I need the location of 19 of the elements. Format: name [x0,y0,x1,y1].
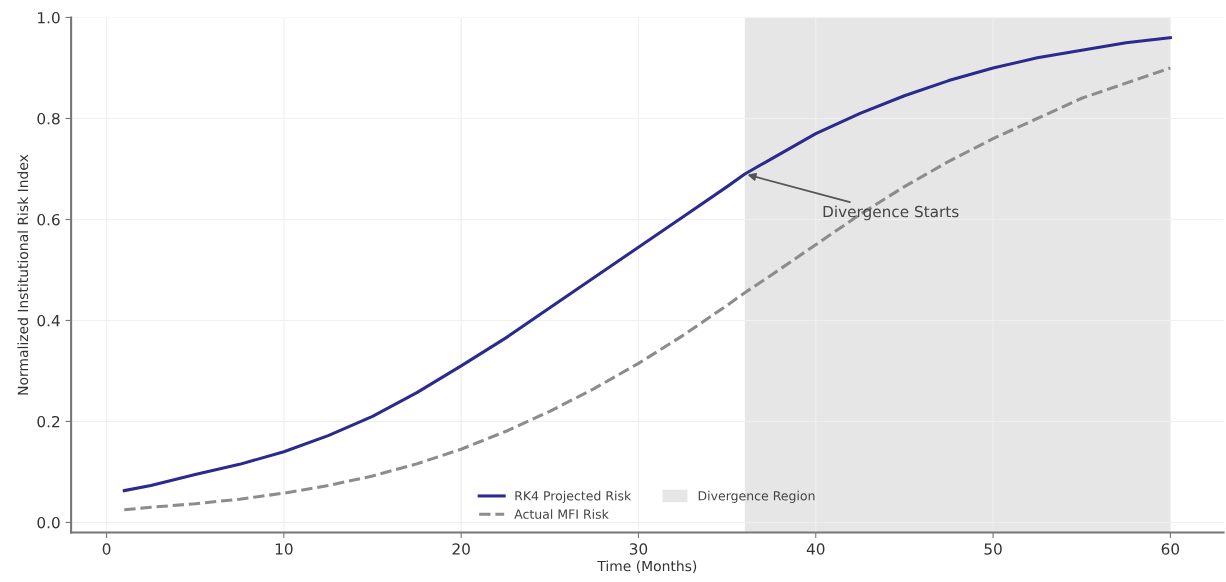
x-tick-label: 60 [1161,543,1180,555]
legend-label: RK4 Projected Risk [515,490,632,503]
x-tick-label: 10 [275,543,293,555]
y-tick-label: 1.0 [38,11,60,24]
band-label: Divergence Region [698,490,815,503]
x-tick-label: 20 [452,543,470,555]
y-tick-label: 0.2 [37,415,60,428]
x-tick-label: 0 [102,543,111,555]
x-tick-label: 30 [629,543,648,555]
x-tick-label: 50 [984,543,1002,555]
x-axis-title: Time (Months) [597,560,697,573]
y-tick-label: 0.8 [37,112,60,125]
annotation: Divergence Starts [823,205,959,221]
y-axis-title: Normalized Institutional Risk Index [17,154,29,395]
legend-label: Actual MFI Risk [514,509,609,519]
y-tick-label: 0.0 [37,516,60,529]
y-tick-label: 0.6 [37,213,60,226]
x-tick-label: 40 [806,543,825,555]
y-tick-label: 0.4 [37,314,60,327]
